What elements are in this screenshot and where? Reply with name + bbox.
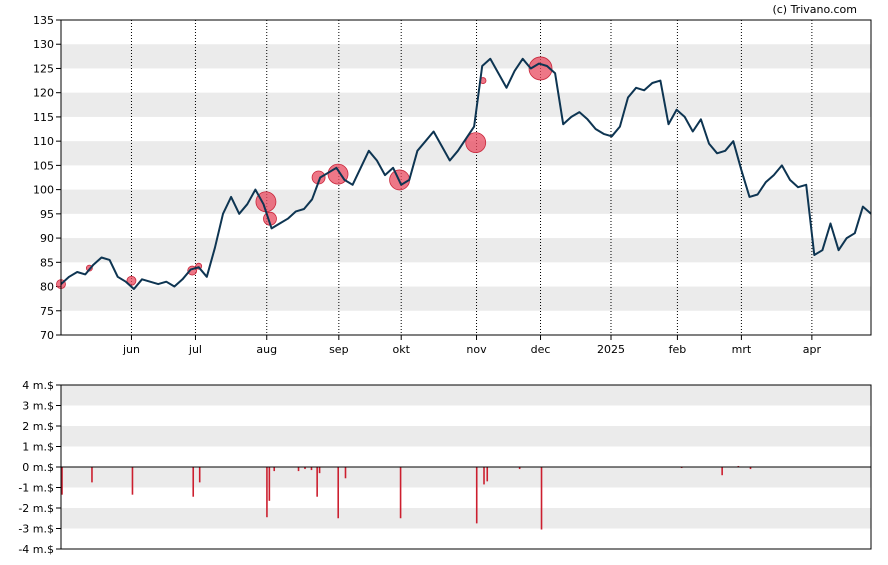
- volume-band: [61, 467, 871, 488]
- volume-y-tick-label: -1 m.$: [18, 482, 54, 495]
- volume-bar: [266, 467, 268, 518]
- volume-bar: [483, 467, 485, 485]
- volume-bar: [273, 467, 276, 472]
- volume-bar: [540, 467, 543, 530]
- trade-marker: [465, 132, 487, 154]
- volume-band: [61, 508, 871, 529]
- volume-bar: [316, 467, 318, 497]
- volume-bar: [749, 467, 752, 470]
- volume-y-tick-label: 1 m.$: [22, 441, 54, 454]
- y-tick-label: 90: [40, 232, 54, 245]
- volume-bar: [344, 467, 347, 479]
- y-tick-label: 105: [33, 159, 54, 172]
- x-tick-label: jul: [188, 343, 202, 356]
- trade-marker: [126, 275, 137, 286]
- y-tick-label: 110: [33, 135, 54, 148]
- x-tick-label: jun: [122, 343, 140, 356]
- y-tick-label: 115: [33, 111, 54, 124]
- x-tick-label: 2025: [597, 343, 625, 356]
- volume-bar: [399, 467, 402, 519]
- volume-bar: [337, 467, 340, 519]
- x-tick-label: feb: [669, 343, 687, 356]
- volume-y-tick-label: 3 m.$: [22, 400, 54, 413]
- volume-bar: [475, 467, 478, 524]
- price-band: [61, 92, 871, 117]
- price-band: [61, 44, 871, 69]
- x-tick-label: aug: [256, 343, 277, 356]
- volume-y-axis-ticks: 4 m.$ 3 m.$ 2 m.$ 1 m.$ 0 m.$ -1 m.$ -2 m.$ -3 …: [18, 379, 61, 556]
- y-tick-label: 125: [33, 62, 54, 75]
- y-tick-label: 130: [33, 38, 54, 51]
- y-tick-label: 80: [40, 281, 54, 294]
- volume-y-tick-label: 2 m.$: [22, 420, 54, 433]
- volume-chart: 4 m.$ 3 m.$ 2 m.$ 1 m.$ 0 m.$ -1 m.$ -2 m.$ -3 …: [18, 379, 872, 556]
- volume-bar: [518, 467, 521, 470]
- volume-background-bands: [61, 385, 871, 529]
- y-tick-label: 120: [33, 87, 54, 100]
- volume-bar: [721, 467, 723, 476]
- volume-bar: [318, 467, 321, 474]
- y-tick-label: 70: [40, 329, 54, 342]
- copyright-credit: (c) Trivano.com: [772, 3, 857, 16]
- price-chart-frame: [60, 19, 872, 336]
- volume-bar: [486, 467, 489, 482]
- price-band: [61, 189, 871, 214]
- price-background-bands: [61, 44, 871, 311]
- volume-bar: [198, 467, 201, 483]
- x-tick-label: apr: [803, 343, 822, 356]
- x-tick-label: nov: [466, 343, 487, 356]
- volume-bar: [61, 467, 63, 495]
- x-tick-label: mrt: [732, 343, 752, 356]
- y-tick-label: 100: [33, 184, 54, 197]
- x-tick-label: sep: [329, 343, 348, 356]
- price-x-axis-ticks: jun jul aug sep okt nov dec 2025 feb mrt apr: [122, 335, 821, 356]
- volume-chart-frame: [60, 384, 872, 550]
- volume-bar: [310, 467, 313, 471]
- volume-y-tick-label: 4 m.$: [22, 379, 54, 392]
- volume-y-tick-label: -2 m.$: [18, 502, 54, 515]
- y-tick-label: 75: [40, 305, 54, 318]
- y-tick-label: 135: [33, 14, 54, 27]
- volume-bar: [268, 467, 271, 501]
- price-band: [61, 238, 871, 263]
- volume-bar: [91, 467, 93, 483]
- volume-bar: [192, 467, 195, 497]
- volume-bar: [304, 467, 306, 470]
- volume-bar: [297, 467, 300, 472]
- price-y-axis-ticks: 70 75 80 85 90 95 100 105 110 115 120 125 130 135: [33, 14, 61, 342]
- y-tick-label: 85: [40, 256, 54, 269]
- volume-bar: [737, 465, 740, 467]
- volume-band: [61, 385, 871, 406]
- x-tick-label: okt: [392, 343, 410, 356]
- volume-band: [61, 426, 871, 447]
- x-tick-label: dec: [531, 343, 551, 356]
- price-line: [60, 57, 872, 290]
- volume-y-tick-label: -4 m.$: [18, 543, 54, 556]
- volume-y-tick-label: -3 m.$: [18, 523, 54, 536]
- volume-y-tick-label: 0 m.$: [22, 461, 54, 474]
- y-tick-label: 95: [40, 208, 54, 221]
- price-chart: 70 75 80 85 90 95 100 105 110 115 120 125 130 135 jun…: [33, 14, 872, 356]
- volume-bars: [61, 465, 752, 530]
- volume-bar: [680, 467, 683, 469]
- volume-bar: [131, 467, 134, 495]
- price-band: [61, 286, 871, 311]
- trade-marker: [528, 56, 553, 81]
